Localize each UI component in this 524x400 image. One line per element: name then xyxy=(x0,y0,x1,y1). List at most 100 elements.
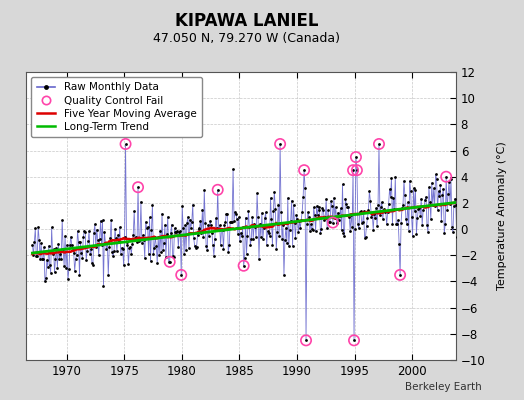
Point xyxy=(315,207,324,213)
Point xyxy=(297,217,305,224)
Point xyxy=(311,228,320,234)
Point xyxy=(50,269,59,276)
Point xyxy=(425,199,434,206)
Point xyxy=(47,270,55,276)
Point xyxy=(46,262,54,268)
Point xyxy=(101,240,110,246)
Point xyxy=(352,154,360,160)
Point xyxy=(167,230,175,236)
Point xyxy=(161,222,169,228)
Point xyxy=(300,167,308,173)
Point xyxy=(283,195,292,201)
Point xyxy=(363,215,372,221)
Point xyxy=(442,174,450,180)
Point xyxy=(294,229,302,235)
Point xyxy=(436,182,445,188)
Point xyxy=(266,195,275,201)
Point xyxy=(328,202,336,209)
Point xyxy=(250,221,258,227)
Point xyxy=(92,243,100,250)
Point xyxy=(378,199,386,205)
Point xyxy=(29,252,38,258)
Point xyxy=(104,272,113,278)
Point xyxy=(253,190,261,196)
Point xyxy=(268,242,277,248)
Point xyxy=(358,219,367,226)
Point xyxy=(446,201,454,207)
Point xyxy=(296,225,304,232)
Point xyxy=(65,266,73,272)
Point xyxy=(213,187,222,193)
Point xyxy=(165,259,173,266)
Point xyxy=(380,209,389,216)
Point xyxy=(308,225,316,232)
Point xyxy=(212,215,220,222)
Point xyxy=(257,234,265,240)
Point xyxy=(289,202,298,208)
Point xyxy=(287,218,295,224)
Point xyxy=(420,203,428,210)
Point xyxy=(128,240,136,247)
Point xyxy=(184,214,192,220)
Point xyxy=(28,242,37,248)
Point xyxy=(310,204,318,210)
Point xyxy=(396,272,405,278)
Point xyxy=(224,249,233,255)
Point xyxy=(193,232,202,238)
Point xyxy=(149,251,158,258)
Point xyxy=(52,245,61,251)
Point xyxy=(381,208,390,214)
Point xyxy=(239,262,248,269)
Point xyxy=(384,209,392,215)
Point xyxy=(225,242,233,248)
Point xyxy=(197,230,205,236)
Point xyxy=(173,228,182,234)
Point xyxy=(339,181,347,188)
Point xyxy=(207,222,215,228)
Point xyxy=(329,219,337,226)
Point xyxy=(396,272,405,278)
Point xyxy=(166,259,174,265)
Point xyxy=(62,265,70,271)
Point xyxy=(49,246,58,252)
Point xyxy=(77,239,85,245)
Point xyxy=(223,211,232,217)
Point xyxy=(134,184,142,190)
Point xyxy=(237,233,246,240)
Point xyxy=(442,174,450,180)
Point xyxy=(277,209,285,215)
Point xyxy=(227,219,235,225)
Point xyxy=(343,204,352,210)
Point xyxy=(261,209,270,216)
Point xyxy=(185,216,194,223)
Point xyxy=(169,254,178,260)
Point xyxy=(153,260,161,266)
Point xyxy=(432,176,441,182)
Point xyxy=(107,217,115,224)
Point xyxy=(64,276,72,282)
Point xyxy=(125,245,134,251)
Point xyxy=(135,238,143,244)
Point xyxy=(81,229,90,235)
Point xyxy=(395,241,403,248)
Point xyxy=(417,196,425,202)
Point xyxy=(189,201,197,208)
Point xyxy=(274,202,282,208)
Point xyxy=(399,202,407,208)
Point xyxy=(346,227,354,234)
Point xyxy=(39,256,47,262)
Point xyxy=(231,208,239,215)
Point xyxy=(427,216,435,222)
Point xyxy=(103,240,112,246)
Point xyxy=(124,261,133,267)
Point xyxy=(122,239,130,245)
Point xyxy=(389,195,398,201)
Point xyxy=(406,178,414,184)
Point xyxy=(322,196,330,202)
Point xyxy=(425,184,433,191)
Point xyxy=(350,337,358,344)
Point xyxy=(431,171,440,178)
Point xyxy=(244,208,253,214)
Point xyxy=(276,141,285,147)
Point xyxy=(217,226,226,232)
